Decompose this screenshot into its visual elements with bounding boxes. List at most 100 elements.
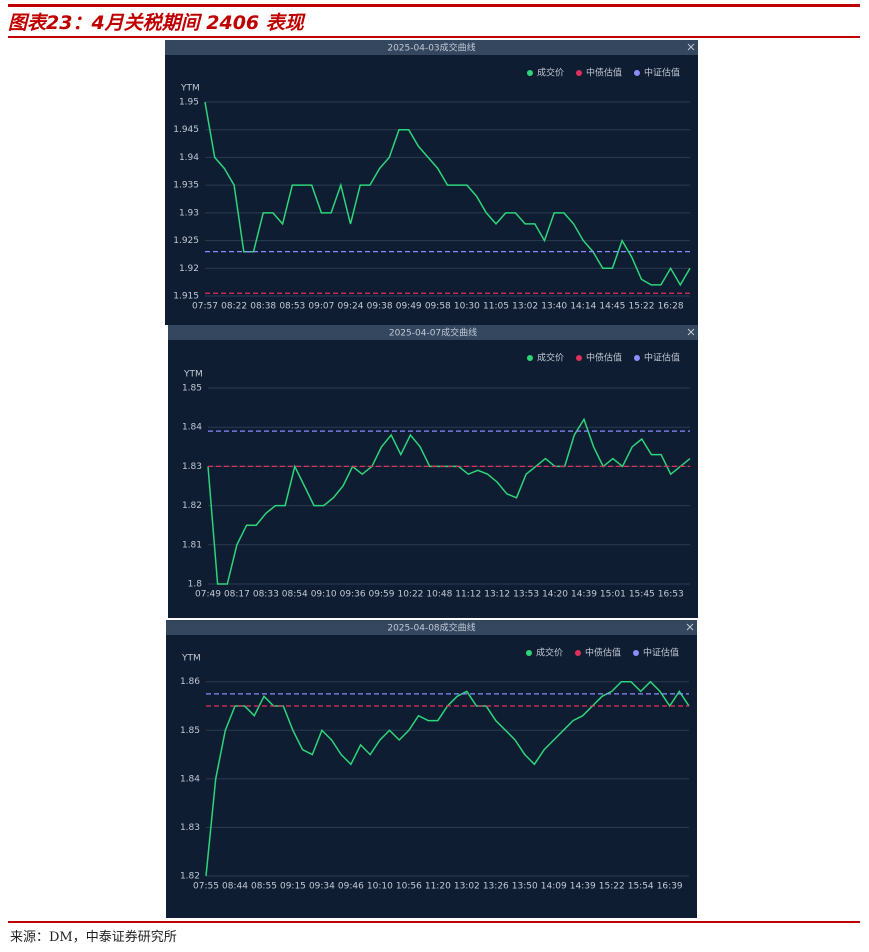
- y-axis-label: YTM: [180, 84, 200, 94]
- figure-title: 图表23：4月关税期间 2406 表现: [8, 12, 304, 34]
- y-tick-label: 1.8: [188, 580, 203, 590]
- legend-marker: [632, 650, 639, 656]
- x-tick-label: 13:26: [483, 882, 509, 892]
- x-tick-label: 15:45: [629, 590, 655, 600]
- chart-title: 2025-04-03成交曲线: [387, 42, 475, 54]
- x-tick-label: 14:09: [541, 882, 567, 892]
- y-tick-label: 1.82: [182, 501, 202, 511]
- x-tick-label: 09:59: [369, 590, 395, 600]
- legend-marker: [574, 650, 581, 656]
- x-tick-label: 13:53: [513, 590, 539, 600]
- legend-marker: [526, 355, 533, 361]
- x-tick-label: 08:53: [279, 302, 305, 312]
- legend-marker: [575, 70, 582, 76]
- x-tick-label: 15:22: [599, 882, 625, 892]
- x-tick-label: 07:57: [192, 302, 218, 312]
- x-tick-label: 07:55: [193, 882, 219, 892]
- title-bar: [165, 40, 698, 55]
- x-tick-label: 09:34: [309, 882, 335, 892]
- x-tick-label: 10:56: [396, 882, 422, 892]
- legend-label: 中证估值: [644, 67, 680, 79]
- background: [168, 325, 698, 618]
- legend-marker: [633, 70, 640, 76]
- y-tick-label: 1.83: [182, 462, 202, 472]
- legend-label: 中债估值: [586, 352, 622, 364]
- x-tick-label: 10:30: [454, 302, 480, 312]
- y-tick-label: 1.92: [179, 264, 199, 274]
- x-tick-label: 09:15: [280, 882, 306, 892]
- y-tick-label: 1.915: [173, 292, 199, 302]
- title-bar: [166, 620, 697, 635]
- x-tick-label: 08:33: [253, 590, 279, 600]
- y-tick-label: 1.94: [179, 153, 199, 163]
- x-tick-label: 11:20: [425, 882, 451, 892]
- y-tick-label: 1.84: [180, 774, 200, 784]
- x-tick-label: 15:22: [629, 302, 655, 312]
- footer-rule: [8, 921, 860, 923]
- x-tick-label: 13:02: [454, 882, 480, 892]
- x-tick-label: 13:50: [512, 882, 538, 892]
- x-tick-label: 16:28: [658, 302, 684, 312]
- y-tick-label: 1.95: [179, 98, 199, 108]
- x-tick-label: 13:12: [484, 590, 510, 600]
- background: [166, 620, 697, 918]
- y-tick-label: 1.81: [182, 540, 202, 550]
- y-tick-label: 1.935: [173, 181, 199, 191]
- y-tick-label: 1.925: [173, 236, 199, 246]
- x-tick-label: 08:38: [250, 302, 276, 312]
- x-tick-label: 09:49: [396, 302, 422, 312]
- title-bar: [168, 325, 698, 340]
- y-tick-label: 1.83: [180, 823, 200, 833]
- x-tick-label: 09:36: [340, 590, 366, 600]
- x-tick-label: 08:44: [222, 882, 248, 892]
- x-tick-label: 08:55: [251, 882, 277, 892]
- y-axis-label: YTM: [181, 654, 201, 664]
- legend-label: 成交价: [536, 647, 563, 659]
- y-axis-label: YTM: [183, 370, 203, 380]
- chart-title: 2025-04-07成交曲线: [389, 327, 477, 339]
- x-tick-label: 13:02: [512, 302, 538, 312]
- x-tick-label: 14:14: [570, 302, 596, 312]
- legend-marker: [525, 650, 532, 656]
- chart: 2025-04-07成交曲线 YTM 1.8 1.81 1.82 1.83 1.84 1.85…: [168, 325, 698, 618]
- chart: 2025-04-08成交曲线 YTM 1.82 1.83 1.84 1.85 1.86 07:…: [166, 620, 697, 918]
- x-tick-label: 09:58: [425, 302, 451, 312]
- chart-title: 2025-04-08成交曲线: [387, 622, 475, 634]
- y-tick-label: 1.93: [179, 208, 199, 218]
- legend-label: 成交价: [537, 67, 564, 79]
- legend-marker: [575, 355, 582, 361]
- x-tick-label: 09:38: [367, 302, 393, 312]
- x-tick-label: 15:01: [600, 590, 626, 600]
- x-tick-label: 09:10: [311, 590, 337, 600]
- legend-marker: [633, 355, 640, 361]
- top-rule: [8, 4, 860, 7]
- x-tick-label: 10:22: [397, 590, 423, 600]
- y-tick-label: 1.84: [182, 423, 202, 433]
- x-tick-label: 14:45: [599, 302, 625, 312]
- x-tick-label: 09:46: [338, 882, 364, 892]
- close-icon: [687, 328, 695, 336]
- header-rule: [8, 36, 860, 38]
- x-tick-label: 16:39: [657, 882, 683, 892]
- y-tick-label: 1.85: [180, 726, 200, 736]
- x-tick-label: 11:05: [483, 302, 509, 312]
- x-tick-label: 14:20: [542, 590, 568, 600]
- legend-marker: [526, 70, 533, 76]
- x-tick-label: 13:40: [541, 302, 567, 312]
- x-tick-label: 15:54: [628, 882, 654, 892]
- y-tick-label: 1.945: [173, 125, 199, 135]
- x-tick-label: 08:22: [221, 302, 247, 312]
- chart: 2025-04-03成交曲线 YTM 1.915 1.92 1.925 1.93 1.935…: [165, 40, 698, 325]
- legend-label: 中债估值: [585, 647, 621, 659]
- x-tick-label: 10:10: [367, 882, 393, 892]
- source: 来源：DM，中泰证券研究所: [10, 930, 177, 945]
- y-tick-label: 1.86: [180, 677, 200, 687]
- x-tick-label: 16:53: [658, 590, 684, 600]
- close-icon: [687, 43, 695, 51]
- y-tick-label: 1.82: [180, 872, 200, 882]
- x-tick-label: 08:54: [282, 590, 308, 600]
- x-tick-label: 09:24: [338, 302, 364, 312]
- x-tick-label: 10:48: [426, 590, 452, 600]
- close-icon: [686, 623, 694, 631]
